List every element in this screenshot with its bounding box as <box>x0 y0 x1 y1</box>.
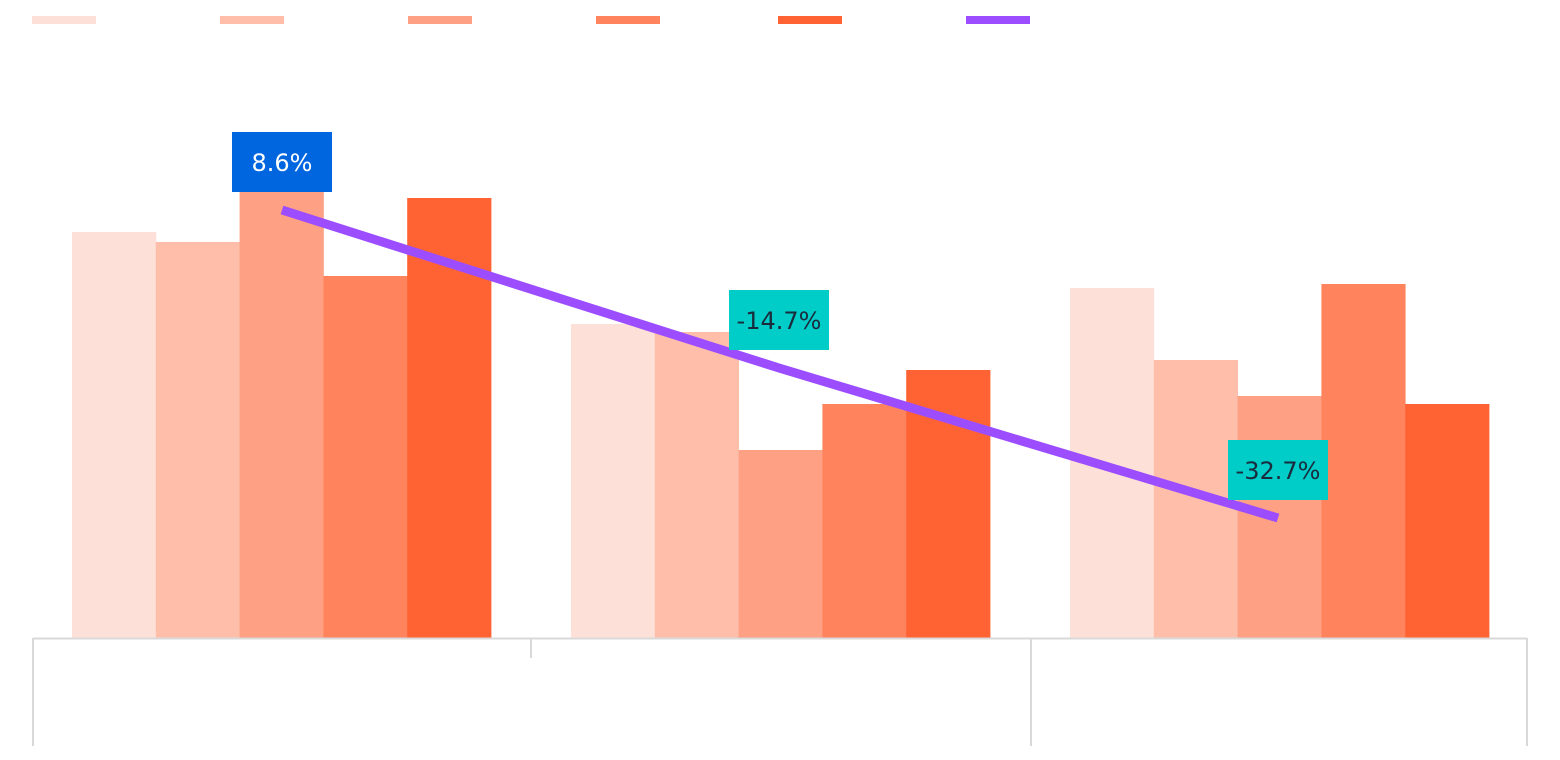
trend-label-3: -32.7% <box>1236 457 1321 485</box>
trend-label-2: -14.7% <box>737 307 822 335</box>
bar-series-1-group-1 <box>72 232 157 638</box>
legend-swatch-series-2 <box>220 16 284 24</box>
bar-series-3-group-1 <box>239 192 324 638</box>
trend-label-1: 8.6% <box>252 149 313 177</box>
trend-label-box-1 <box>232 132 332 192</box>
legend-swatch-series-1 <box>32 16 96 24</box>
bar-series-2-group-1 <box>155 242 240 638</box>
bar-series-3-group-3 <box>1237 396 1322 638</box>
bar-series-4-group-3 <box>1321 284 1406 638</box>
bar-series-1-group-2 <box>571 324 656 638</box>
x-axis <box>32 637 1528 746</box>
trend-labels: 8.6% -14.7% -32.7% <box>232 132 1328 500</box>
bar-series-3-group-2 <box>738 450 823 638</box>
trend-label-box-2 <box>729 290 829 350</box>
trend-line-group <box>280 205 1280 523</box>
bars <box>72 192 1490 638</box>
bar-series-4-group-2 <box>822 404 907 638</box>
bar-series-5-group-3 <box>1405 404 1490 638</box>
trend-label-box-3 <box>1228 440 1328 500</box>
bar-series-4-group-1 <box>323 276 408 638</box>
legend-swatch-series-3 <box>408 16 472 24</box>
bar-series-2-group-2 <box>654 332 739 638</box>
legend <box>32 16 1030 24</box>
legend-swatch-series-5 <box>778 16 842 24</box>
legend-swatch-line <box>966 16 1030 24</box>
legend-swatch-series-4 <box>596 16 660 24</box>
